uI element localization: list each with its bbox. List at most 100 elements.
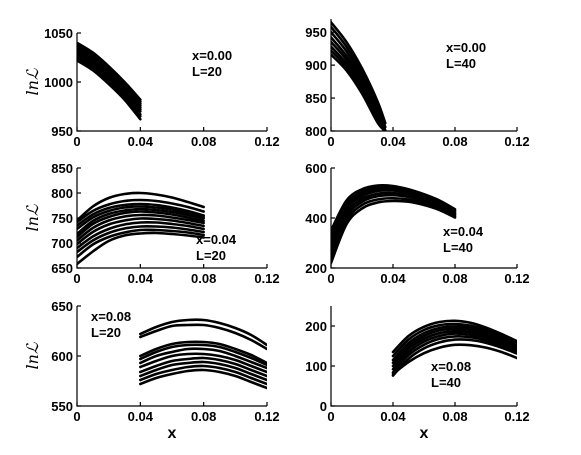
series-line-1 [331,20,387,125]
y-tick-label: 1050 [44,26,73,41]
series-line-3 [77,45,142,105]
x-tick-label: 0 [73,409,80,424]
axis-lines [330,168,517,269]
panel-annotation: L=40 [446,56,476,71]
x-tick-label: 0 [327,409,334,424]
y-tick-label: 600 [51,349,73,364]
y-tick-label: 650 [51,261,73,276]
x-axis-label: x [168,425,177,442]
series-group [77,41,142,121]
series-line-2 [77,43,142,103]
y-tick-label: 800 [305,124,327,139]
series-line-9 [77,220,205,250]
series-line-3 [391,325,517,362]
y-tick-label: 650 [51,299,73,314]
y-axis-label: lnℒ [23,68,42,95]
series-line-8 [331,53,387,131]
series-line-5 [77,207,205,236]
x-tick-label: 0.04 [128,271,154,286]
series-line-1 [77,41,142,101]
series-line-6 [77,210,205,239]
x-tick-label: 0.04 [128,134,154,149]
series-line-10 [77,59,142,121]
x-tick-label: 0 [327,134,334,149]
series-line-2 [77,198,205,224]
x-tick-label: 0.04 [380,271,406,286]
y-tick-label: 950 [305,25,327,40]
series-line-9 [77,57,142,118]
y-tick-label: 100 [305,359,327,374]
y-tick-label: 600 [305,161,327,176]
series-line-5 [139,347,267,370]
x-tick-label: 0.04 [128,409,154,424]
series-line-8 [391,338,517,377]
x-tick-label: 0.04 [380,134,406,149]
x-tick-label: 0.08 [442,134,467,149]
panel-annotation: x=0.00 [192,48,232,63]
x-tick-label: 0.08 [191,134,216,149]
series-line-6 [139,352,267,374]
series-line-4 [139,343,267,367]
y-tick-label: 200 [305,261,327,276]
series-line-8 [77,217,205,246]
x-tick-label: 0.12 [254,409,279,424]
series-line-7 [139,356,267,378]
series-line-6 [77,51,142,111]
x-tick-label: 0.08 [191,409,216,424]
x-axis-label: x [420,425,429,442]
x-tick-label: 0.08 [191,271,216,286]
series-line-7 [331,196,457,261]
y-axis-label: lnℒ [23,204,42,231]
x-tick-label: 0.12 [504,271,529,286]
series-line-3 [77,202,205,227]
series-line-2 [139,323,267,351]
series-line-12 [77,231,205,266]
y-tick-label: 950 [51,124,73,139]
x-tick-label: 0.08 [442,409,467,424]
panel-row2-right: 0 0.04 0.08 0.12 200 400 600 x=0.04L=40 [305,161,529,286]
series-line-7 [77,53,142,113]
series-group [139,318,267,390]
panel-annotation: x=0.08 [431,359,471,374]
y-tick-label: 0 [320,399,327,414]
panel-annotation: x=0.04 [196,232,237,247]
panel-annotation: x=0.08 [91,309,131,324]
series-line-4 [77,47,142,107]
panel-annotation: L=40 [443,240,473,255]
series-group [391,319,517,377]
panel-row3-right: 0 0.04 0.08 0.12 0 100 200 x=0.08L=40 x [305,306,530,442]
x-tick-label: 0.12 [504,134,529,149]
panel-annotation: L=20 [192,64,222,79]
x-tick-label: 0.04 [380,409,406,424]
series-line-6 [391,332,517,371]
series-group [331,183,457,265]
panel-row2-left: 0 0.04 0.08 0.12 650 700 750 800 850 x=0.04L=20 ln… [23,161,280,286]
panel-row3-left: 0 0.04 0.08 0.12 550 600 650 x=0.08L=20 lnℒ x [23,299,280,442]
y-tick-label: 700 [51,236,73,251]
series-line-1 [139,318,267,347]
series-line-8 [139,360,267,382]
series-line-7 [77,213,205,242]
x-tick-label: 0.12 [254,271,279,286]
panel-annotation: x=0.00 [446,40,486,55]
x-tick-label: 0.12 [254,134,279,149]
x-tick-label: 0 [73,134,80,149]
y-tick-label: 850 [305,91,327,106]
y-tick-label: 200 [305,319,327,334]
series-line-9 [391,343,517,376]
panel-row1-left: 0 0.04 0.08 0.12 950 1000 1050 x=0.00L=20 lnℒ [23,26,280,149]
series-line-2 [331,25,387,129]
series-group [77,191,205,266]
panel-annotation: x=0.04 [443,224,484,239]
x-tick-label: 0.08 [442,271,467,286]
x-tick-label: 0 [327,271,334,286]
panel-annotation: L=20 [196,248,226,263]
series-line-11 [77,228,205,259]
series-group [331,20,387,131]
series-line-8 [331,199,457,265]
y-tick-label: 750 [51,211,73,226]
y-tick-label: 900 [305,58,327,73]
x-tick-label: 0 [73,271,80,286]
series-line-5 [77,49,142,109]
